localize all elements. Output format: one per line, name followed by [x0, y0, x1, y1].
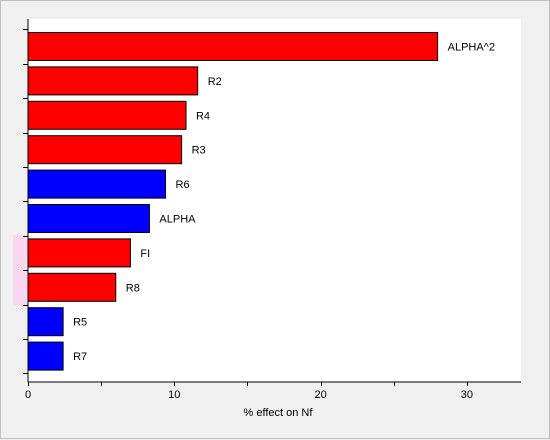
bar-label: FI [140, 248, 150, 260]
bar-r6 [27, 169, 167, 199]
bar-label: R7 [73, 351, 87, 363]
bar-label: R6 [176, 179, 190, 191]
x-ticks-layer: 0 10 20 30 [25, 382, 473, 401]
bar-r8 [27, 272, 117, 302]
bar-label: R8 [126, 282, 140, 294]
bar-fi [27, 238, 131, 268]
bar-r5 [27, 307, 64, 337]
bar-alpha [27, 204, 150, 233]
x-tick-label: 10 [168, 389, 180, 401]
y-ticks-layer [23, 29, 28, 374]
bar-label: ALPHA^2 [448, 42, 495, 54]
bar-r3 [27, 135, 183, 165]
bar-label: R3 [192, 145, 206, 157]
bar-r2 [27, 66, 199, 96]
x-tick-label: 20 [314, 389, 326, 401]
bar-labels-layer: ALPHA^2 R2 R4 R3 R6 ALPHA FI R8 R5 R7 [73, 42, 495, 364]
bar-label: R4 [196, 110, 210, 122]
highlight-layer [13, 234, 27, 306]
bar-label: R5 [73, 317, 87, 329]
bar-highlight [13, 234, 27, 271]
x-tick-label: 30 [461, 389, 473, 401]
bar-r7 [27, 341, 64, 371]
bar-alpha-2 [27, 32, 439, 61]
x-tick-label: 0 [25, 389, 31, 401]
x-axis-title: % effect on Nf [244, 407, 314, 419]
bar-label: ALPHA [159, 214, 196, 226]
bar-label: R2 [208, 76, 222, 88]
bars-layer [27, 32, 439, 371]
bar-highlight [13, 269, 27, 306]
bar-r4 [27, 100, 187, 130]
